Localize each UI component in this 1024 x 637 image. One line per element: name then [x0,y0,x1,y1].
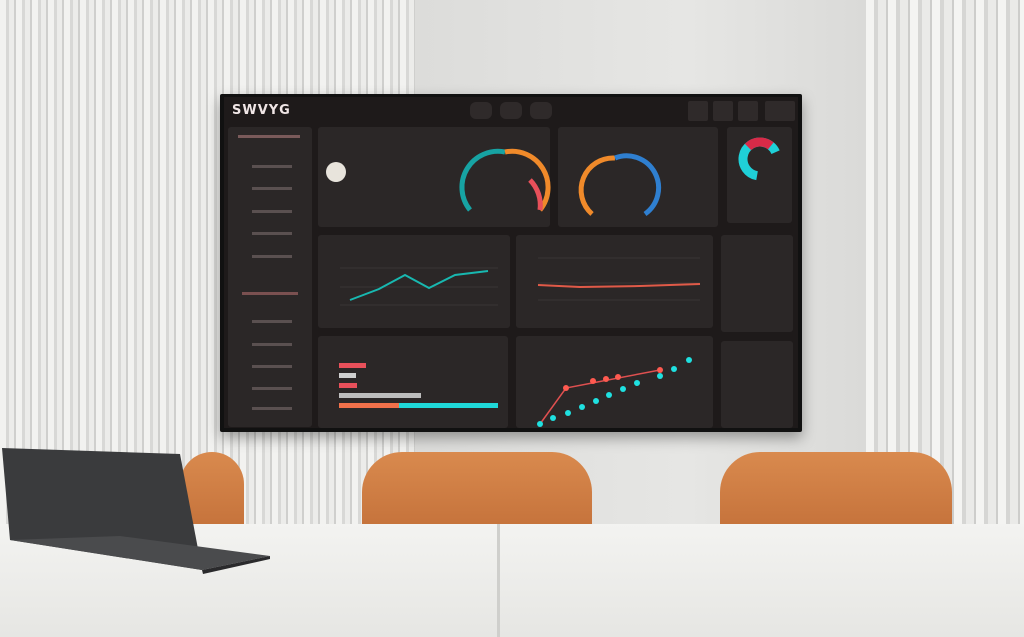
trend-chart-panel [516,235,713,328]
laptop [2,448,270,574]
bar [339,403,399,408]
grid-icon[interactable] [688,101,708,121]
header-tab[interactable] [530,102,552,119]
right-curtain [866,0,1024,530]
scatter-trend-line [539,369,661,425]
speed-arc-orange [578,155,616,216]
gauge-arc-orange [504,148,551,212]
line-chart-panel [318,235,510,328]
bar [339,393,421,398]
sidebar-item[interactable] [252,343,292,346]
donut-segment-red [738,137,782,181]
bar [399,403,498,408]
line-series [349,270,489,301]
chart-icon[interactable] [713,101,733,121]
sidebar [228,127,312,427]
sidebar-item[interactable] [252,387,292,390]
dashboard-logo: SWVYG [232,103,291,118]
scatter-series-teal [537,357,692,427]
sidebar-item[interactable] [252,210,292,213]
gauge-arc-teal [459,148,506,212]
sidebar-item[interactable] [252,320,292,323]
bar [339,373,356,378]
info-panel [721,235,793,332]
gauge-arc-red [528,178,543,211]
settings-icon[interactable] [765,101,795,121]
sidebar-item[interactable] [252,255,292,258]
scatter-series-red [563,367,663,391]
chair [720,452,952,532]
sidebar-title [238,135,300,138]
user-icon[interactable] [738,101,758,121]
speed-arc-blue [614,153,662,217]
trend-series [537,283,701,289]
header-tab[interactable] [500,102,522,119]
plant-icon [326,162,346,182]
sidebar-item[interactable] [252,365,292,368]
sidebar-item[interactable] [252,187,292,190]
sidebar-item[interactable] [252,232,292,235]
bar [339,363,366,368]
sidebar-item[interactable] [252,407,292,410]
list-panel [721,341,793,428]
chair [362,452,592,532]
sidebar-item-active[interactable] [242,292,298,295]
sidebar-item[interactable] [252,165,292,168]
bar-chart-panel [318,336,508,428]
gauge-panel [318,127,550,227]
table-seam [497,524,500,637]
bar [339,383,357,388]
header-tab[interactable] [470,102,492,119]
